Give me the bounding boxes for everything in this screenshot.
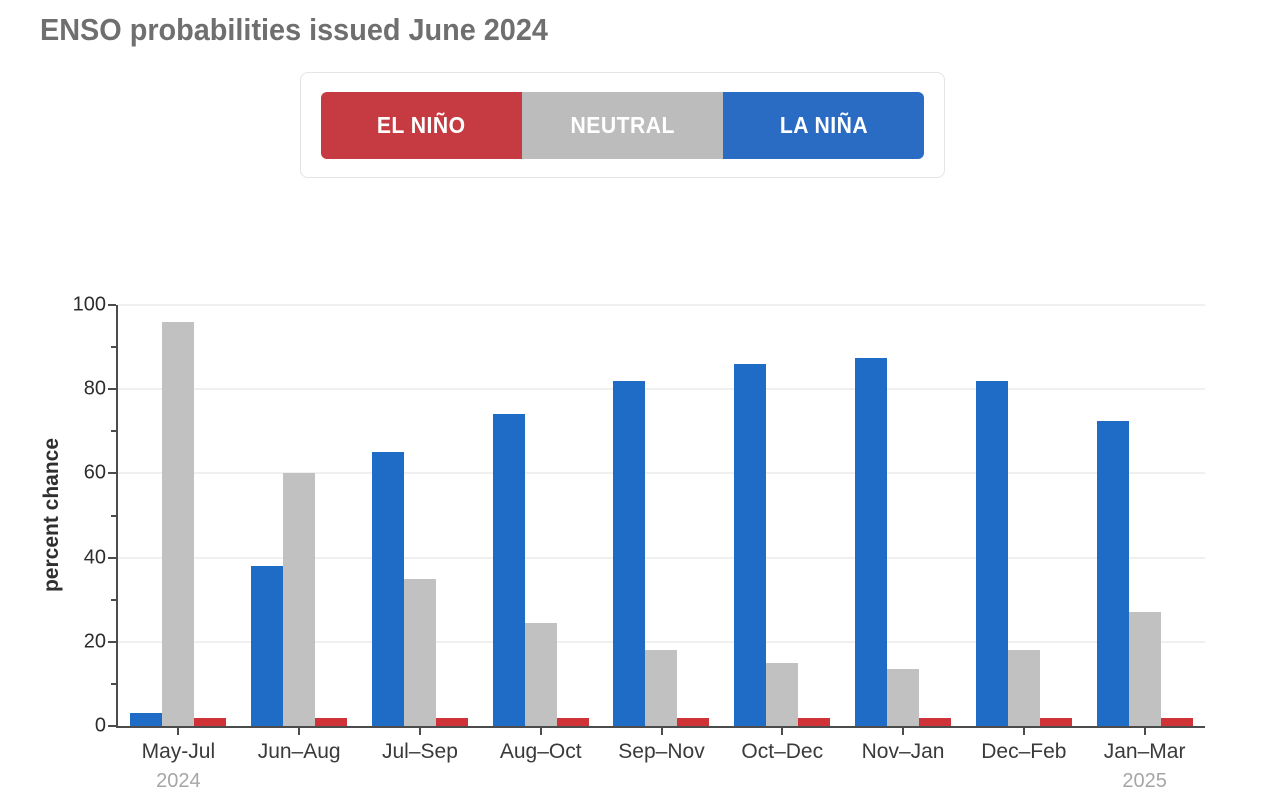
bar-el-niño [315, 717, 348, 726]
bar-la-niña [371, 452, 404, 726]
bar-group-May-Jul [118, 305, 239, 726]
x-label-Jul–Sep: Jul–Sep [381, 740, 458, 763]
y-tick-label-60: 60 [83, 461, 106, 484]
legend-neutral: NEUTRAL [522, 91, 723, 159]
legend-el-nino-label: EL NIÑO [377, 111, 466, 138]
gridline-40 [118, 556, 1205, 559]
x-label-Jun–Aug: Jun–Aug [257, 740, 341, 763]
x-tick-Aug–Oct [539, 728, 542, 735]
gridline-20 [118, 640, 1205, 643]
y-minor-tick-10 [111, 682, 116, 685]
bar-group-Jun–Aug [239, 305, 360, 726]
y-tick-60 [108, 472, 116, 475]
bar-group-Sep–Nov [601, 305, 722, 726]
legend-el-nino: EL NIÑO [321, 91, 522, 159]
bar-neutral [403, 578, 436, 726]
x-label-Jan–Mar: Jan–Mar [1103, 740, 1186, 763]
bar-la-niña [613, 380, 646, 726]
bar-neutral [283, 473, 316, 726]
gridline-100 [118, 304, 1205, 306]
x-label-Sep–Nov: Sep–Nov [618, 740, 705, 763]
bar-la-niña [855, 357, 888, 726]
gridline-80 [118, 388, 1205, 391]
bar-group-Oct–Dec [722, 305, 843, 726]
y-minor-tick-50 [111, 514, 116, 517]
x-tick-Dec–Feb [1022, 728, 1025, 735]
bar-neutral [887, 669, 920, 726]
x-label-Oct–Dec: Oct–Dec [741, 740, 824, 763]
x-tick-Nov–Jan [902, 728, 905, 735]
bar-group-Nov–Jan [843, 305, 964, 726]
bar-neutral [1128, 612, 1161, 726]
bar-la-niña [734, 363, 767, 726]
legend-la-nina-label: LA NIÑA [779, 111, 868, 138]
bar-el-niño [1039, 717, 1072, 726]
bar-el-niño [556, 717, 589, 726]
bar-el-niño [919, 717, 952, 726]
y-tick-label-20: 20 [83, 630, 106, 653]
legend-pill: EL NIÑO NEUTRAL LA NIÑA [321, 91, 924, 159]
x-tick-Oct–Dec [781, 728, 784, 735]
x-tick-Jan–Mar [1143, 728, 1146, 735]
y-tick-100 [108, 304, 116, 306]
x-label-Nov–Jan: Nov–Jan [861, 740, 945, 763]
bar-el-niño [798, 717, 831, 726]
x-tick-Sep–Nov [660, 728, 663, 735]
bar-group-Jul–Sep [360, 305, 481, 726]
y-minor-tick-30 [111, 598, 116, 601]
bar-neutral [162, 321, 195, 726]
x-label-Dec–Feb: Dec–Feb [981, 740, 1067, 763]
x-tick-May-Jul [177, 728, 180, 735]
y-tick-40 [108, 556, 116, 559]
legend-la-nina: LA NIÑA [723, 91, 924, 159]
y-tick-20 [108, 640, 116, 643]
y-tick-label-100: 100 [72, 293, 106, 316]
legend: EL NIÑO NEUTRAL LA NIÑA [300, 72, 945, 178]
x-tick-Jun–Aug [298, 728, 301, 735]
bar-la-niña [130, 713, 163, 726]
chart-title: ENSO probabilities issued June 2024 [40, 12, 548, 47]
y-tick-80 [108, 388, 116, 391]
bar-neutral [524, 622, 557, 726]
bar-neutral [766, 662, 799, 726]
bar-neutral [645, 650, 678, 726]
gridline-60 [118, 472, 1205, 475]
legend-neutral-label: NEUTRAL [570, 111, 675, 138]
bar-la-niña [975, 380, 1008, 726]
y-tick-label-40: 40 [83, 546, 106, 569]
y-minor-tick-70 [111, 430, 116, 433]
bar-el-niño [435, 717, 468, 726]
plot-area: 0 20 40 60 80 100 May-Jul Jun–Aug Jul–Sep Aug–Oct… [73, 294, 1205, 792]
bar-la-niña [251, 566, 284, 726]
bar-la-niña [492, 414, 525, 726]
y-axis-label: percent chance [40, 437, 63, 593]
bar-la-niña [1096, 420, 1129, 726]
bar-el-niño [677, 717, 710, 726]
bar-el-niño [1160, 717, 1193, 726]
y-minor-tick-90 [111, 346, 116, 349]
bar-el-niño [194, 717, 227, 726]
x-label-Aug–Oct: Aug–Oct [499, 740, 582, 763]
bar-group-Jan–Mar [1084, 305, 1205, 726]
bar-neutral [1007, 650, 1040, 726]
y-tick-label-0: 0 [94, 714, 106, 737]
x-tick-Jul–Sep [418, 728, 421, 735]
x-label-May-Jul: May-Jul [141, 740, 216, 763]
bar-group-Aug–Oct [480, 305, 601, 726]
y-tick-label-80: 80 [83, 377, 106, 400]
x-year-label-2025: 2025 [1122, 770, 1167, 792]
x-year-label-2024: 2024 [156, 770, 201, 792]
y-tick-0 [108, 725, 116, 727]
bar-group-Dec–Feb [963, 305, 1084, 726]
